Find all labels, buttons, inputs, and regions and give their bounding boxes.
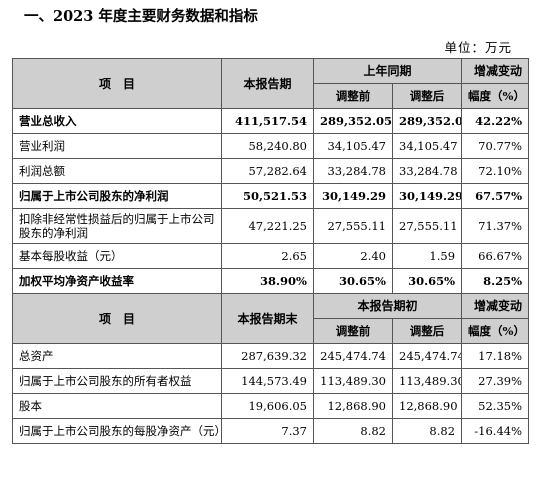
row-label: 基本每股收益（元） bbox=[12, 243, 222, 269]
cell-change: 52.35% bbox=[461, 393, 530, 419]
table2-header-row-2: 调整前 调整后 幅度（%） bbox=[13, 318, 530, 344]
row-label: 营业利润 bbox=[12, 133, 222, 159]
table-row: 扣除非经常性损益后的归属于上市公司股东的净利润 47,221.25 27,555.1… bbox=[12, 208, 530, 244]
cell-adj-before: 33,284.78 bbox=[313, 158, 393, 184]
table-row: 总资产 287,639.32 245,474.74 245,474.74 17.18% bbox=[12, 343, 530, 369]
header-prior: 本报告期初 bbox=[312, 293, 463, 319]
cell-adj-before: 8.82 bbox=[313, 418, 393, 444]
cell-adj-after: 113,489.30 bbox=[391, 368, 463, 394]
cell-current: 19,606.05 bbox=[221, 393, 314, 419]
row-label: 归属于上市公司股东的所有者权益 bbox=[12, 368, 222, 394]
cell-change: 70.77% bbox=[461, 133, 530, 159]
row-label: 股本 bbox=[12, 393, 222, 419]
cell-adj-after: 27,555.11 bbox=[391, 208, 463, 244]
cell-adj-before: 113,489.30 bbox=[313, 368, 393, 394]
cell-adj-before: 12,868.90 bbox=[313, 393, 393, 419]
row-label: 归属于上市公司股东的每股净资产（元） bbox=[12, 418, 222, 444]
cell-adj-before: 2.40 bbox=[313, 243, 393, 269]
table-row: 利润总额 57,282.64 33,284.78 33,284.78 72.10% bbox=[12, 158, 530, 184]
cell-change: 71.37% bbox=[461, 208, 530, 244]
header-adj-before: 调整前 bbox=[313, 318, 393, 344]
cell-change: 27.39% bbox=[461, 368, 530, 394]
cell-adj-after: 34,105.47 bbox=[391, 133, 463, 159]
table-row: 归属于上市公司股东的所有者权益 144,573.49 113,489.30 113,4… bbox=[12, 368, 530, 394]
cell-adj-after: 1.59 bbox=[391, 243, 463, 269]
header-item: 项 目 bbox=[12, 293, 222, 344]
header-adj-after: 调整后 bbox=[391, 318, 463, 344]
header-current: 本报告期 bbox=[221, 58, 314, 109]
table1-header-row-2: 调整前 调整后 幅度（%） bbox=[13, 83, 530, 109]
row-label: 归属于上市公司股东的净利润 bbox=[12, 183, 222, 209]
row-label: 扣除非经常性损益后的归属于上市公司股东的净利润 bbox=[12, 208, 222, 244]
table-row: 加权平均净资产收益率 38.90% 30.65% 30.65% 8.25% bbox=[12, 268, 530, 294]
table1-header-row-1: 项 目 本报告期 上年同期 增减变动 bbox=[12, 58, 530, 109]
cell-current: 38.90% bbox=[221, 268, 314, 294]
cell-adj-after: 30,149.29 bbox=[391, 183, 463, 209]
cell-adj-after: 289,352.05 bbox=[391, 108, 463, 134]
cell-current: 50,521.53 bbox=[221, 183, 314, 209]
header-change-line2: 幅度（%） bbox=[461, 318, 530, 344]
cell-current: 47,221.25 bbox=[221, 208, 314, 244]
row-label: 总资产 bbox=[12, 343, 222, 369]
cell-current: 144,573.49 bbox=[221, 368, 314, 394]
cell-adj-after: 12,868.90 bbox=[391, 393, 463, 419]
cell-adj-after: 245,474.74 bbox=[391, 343, 463, 369]
row-label: 利润总额 bbox=[12, 158, 222, 184]
cell-current: 287,639.32 bbox=[221, 343, 314, 369]
cell-change: 66.67% bbox=[461, 243, 530, 269]
cell-change: -16.44% bbox=[461, 418, 530, 444]
header-current: 本报告期末 bbox=[221, 293, 314, 344]
cell-adj-after: 33,284.78 bbox=[391, 158, 463, 184]
header-change-line1: 增减变动 bbox=[461, 293, 530, 319]
table-row: 归属于上市公司股东的净利润 50,521.53 30,149.29 30,149.29… bbox=[12, 183, 530, 209]
cell-change: 67.57% bbox=[461, 183, 530, 209]
cell-change: 8.25% bbox=[461, 268, 530, 294]
header-adj-before: 调整前 bbox=[313, 83, 393, 109]
header-item: 项 目 bbox=[12, 58, 222, 109]
row-label: 加权平均净资产收益率 bbox=[12, 268, 222, 294]
row-label: 营业总收入 bbox=[12, 108, 222, 134]
cell-current: 58,240.80 bbox=[221, 133, 314, 159]
table-row: 营业利润 58,240.80 34,105.47 34,105.47 70.77% bbox=[12, 133, 530, 159]
cell-current: 57,282.64 bbox=[221, 158, 314, 184]
table-row: 营业总收入411,517.54289,352.05289,352.0542.22… bbox=[12, 108, 530, 134]
cell-change: 72.10% bbox=[461, 158, 530, 184]
unit-label: 单位：万元 bbox=[444, 40, 512, 55]
cell-change: 17.18% bbox=[461, 343, 530, 369]
cell-adj-after: 8.82 bbox=[391, 418, 463, 444]
cell-current: 411,517.54 bbox=[221, 108, 314, 134]
cell-current: 2.65 bbox=[221, 243, 314, 269]
cell-change: 42.22% bbox=[461, 108, 530, 134]
cell-adj-before: 34,105.47 bbox=[313, 133, 393, 159]
header-prior: 上年同期 bbox=[312, 58, 463, 84]
cell-adj-before: 27,555.11 bbox=[313, 208, 393, 244]
header-change-line1: 增减变动 bbox=[461, 58, 530, 84]
financial-table: 项 目 本报告期 上年同期 增减变动 调整前 调整后 幅度（%） 营业总收入 41… bbox=[12, 58, 530, 444]
cell-adj-before: 30,149.29 bbox=[313, 183, 393, 209]
cell-adj-before: 289,352.05 bbox=[313, 108, 393, 134]
table-row: 归属于上市公司股东的每股净资产（元） 7.37 8.82 8.82 -16.44% bbox=[12, 418, 530, 444]
cell-adj-after: 30.65% bbox=[391, 268, 463, 294]
table-row: 股本 19,606.05 12,868.90 12,868.90 52.35% bbox=[12, 393, 530, 419]
cell-adj-before: 245,474.74 bbox=[313, 343, 393, 369]
cell-adj-before: 30.65% bbox=[313, 268, 393, 294]
header-change-line2: 幅度（%） bbox=[461, 83, 530, 109]
header-adj-after: 调整后 bbox=[391, 83, 463, 109]
table-row: 基本每股收益（元） 2.65 2.40 1.59 66.67% bbox=[12, 243, 530, 269]
section-heading: 一、2023 年度主要财务数据和指标 bbox=[24, 8, 258, 25]
cell-current: 7.37 bbox=[221, 418, 314, 444]
table2-header-row-1: 项 目本报告期末 本报告期初 增减变动 bbox=[12, 293, 530, 344]
